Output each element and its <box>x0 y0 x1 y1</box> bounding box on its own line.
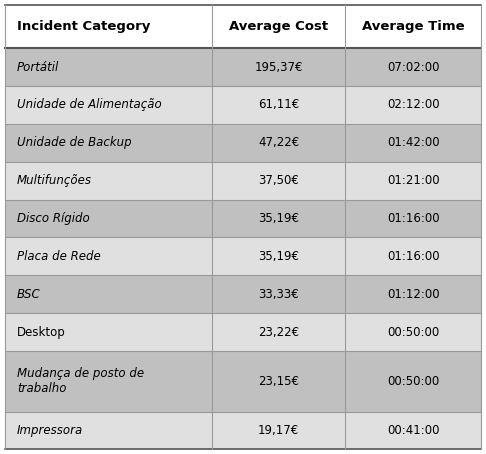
Bar <box>5 200 212 237</box>
Text: Portátil: Portátil <box>17 60 59 74</box>
Text: 23,22€: 23,22€ <box>258 326 299 339</box>
Bar <box>5 48 212 86</box>
Bar <box>346 48 481 86</box>
Text: 01:42:00: 01:42:00 <box>387 136 439 149</box>
Bar <box>212 162 346 200</box>
Bar <box>346 162 481 200</box>
Bar <box>5 162 212 200</box>
Bar <box>5 313 212 351</box>
Text: Multifunções: Multifunções <box>17 174 92 187</box>
Bar <box>212 200 346 237</box>
Bar <box>5 412 212 449</box>
Text: 35,19€: 35,19€ <box>258 250 299 263</box>
Bar <box>5 86 212 124</box>
Bar <box>212 5 346 48</box>
Text: 02:12:00: 02:12:00 <box>387 99 439 111</box>
Bar <box>212 124 346 162</box>
Text: Average Cost: Average Cost <box>229 20 328 33</box>
Bar <box>212 48 346 86</box>
Bar <box>346 200 481 237</box>
Text: Unidade de Alimentação: Unidade de Alimentação <box>17 99 162 111</box>
Text: Placa de Rede: Placa de Rede <box>17 250 101 263</box>
Bar <box>346 275 481 313</box>
Text: 195,37€: 195,37€ <box>255 60 303 74</box>
Text: 19,17€: 19,17€ <box>258 424 299 437</box>
Text: 00:50:00: 00:50:00 <box>387 326 439 339</box>
Bar <box>5 5 212 48</box>
Text: Disco Rígido: Disco Rígido <box>17 212 90 225</box>
Bar <box>212 313 346 351</box>
Text: 61,11€: 61,11€ <box>258 99 299 111</box>
Bar <box>346 351 481 412</box>
Bar <box>212 412 346 449</box>
Bar <box>346 124 481 162</box>
Bar <box>346 313 481 351</box>
Text: 37,50€: 37,50€ <box>258 174 299 187</box>
Text: 35,19€: 35,19€ <box>258 212 299 225</box>
Bar <box>212 275 346 313</box>
Bar <box>5 275 212 313</box>
Text: BSC: BSC <box>17 288 41 301</box>
Bar <box>5 351 212 412</box>
Text: Incident Category: Incident Category <box>17 20 150 33</box>
Text: Mudança de posto de
trabalho: Mudança de posto de trabalho <box>17 367 144 395</box>
Bar <box>212 237 346 275</box>
Text: 01:21:00: 01:21:00 <box>387 174 439 187</box>
Text: 01:12:00: 01:12:00 <box>387 288 439 301</box>
Text: Impressora: Impressora <box>17 424 83 437</box>
Text: 23,15€: 23,15€ <box>258 375 299 388</box>
Bar <box>346 412 481 449</box>
Bar <box>212 351 346 412</box>
Text: 00:50:00: 00:50:00 <box>387 375 439 388</box>
Text: 33,33€: 33,33€ <box>259 288 299 301</box>
Bar <box>346 86 481 124</box>
Text: 47,22€: 47,22€ <box>258 136 299 149</box>
Text: Average Time: Average Time <box>362 20 465 33</box>
Text: Desktop: Desktop <box>17 326 66 339</box>
Text: 01:16:00: 01:16:00 <box>387 250 439 263</box>
Bar <box>346 237 481 275</box>
Text: 00:41:00: 00:41:00 <box>387 424 439 437</box>
Bar <box>5 124 212 162</box>
Bar <box>212 86 346 124</box>
Bar <box>5 237 212 275</box>
Text: 01:16:00: 01:16:00 <box>387 212 439 225</box>
Bar <box>346 5 481 48</box>
Text: 07:02:00: 07:02:00 <box>387 60 439 74</box>
Text: Unidade de Backup: Unidade de Backup <box>17 136 132 149</box>
